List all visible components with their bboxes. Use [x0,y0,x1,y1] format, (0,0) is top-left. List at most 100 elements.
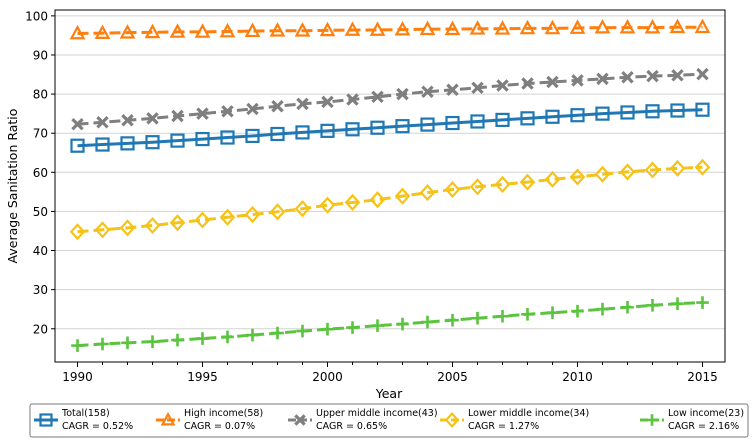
legend-cagr: CAGR = 1.27% [468,421,539,432]
data-point [444,180,461,199]
data-point [669,18,686,34]
data-point [621,71,634,84]
legend-label: Upper middle income(43) [316,408,438,419]
data-point [694,18,711,34]
data-point [71,117,84,131]
data-point [146,335,159,348]
data-point [71,339,84,352]
data-point [644,18,661,34]
data-point [521,77,534,90]
y-tick-label: 30 [33,283,48,297]
series-high-income [69,18,711,40]
data-point [296,324,309,338]
data-point [195,131,210,147]
data-point [69,223,86,241]
data-point [271,326,284,340]
y-tick-label: 40 [33,244,48,258]
data-point [295,125,310,140]
data-point [421,315,434,329]
data-point [444,20,461,36]
series-lower-middle-income [69,158,711,241]
data-point [271,99,284,113]
data-point [521,307,534,321]
legend-entry: Upper middle income(43) CAGR = 0.65% [288,408,438,432]
data-point [370,120,385,135]
data-point [594,165,611,183]
series-layer [69,18,711,352]
data-point [470,114,485,129]
y-tick-label: 100 [25,9,48,23]
legend-label: High income(58) [184,408,263,419]
data-point [619,163,636,181]
data-point [496,79,509,92]
legend-entry: Lower middle income(34) CAGR = 1.27% [440,408,589,432]
data-point [620,105,635,120]
data-point [194,23,211,38]
data-point [644,161,661,179]
data-point [345,122,360,137]
series-total [70,102,710,153]
data-point [269,203,286,221]
data-point [344,193,361,211]
legend-cagr: CAGR = 0.65% [316,421,387,432]
x-tick-label: 1995 [187,370,218,384]
data-point [544,19,561,35]
data-point [670,103,685,118]
data-point [694,158,711,176]
data-point [571,74,584,87]
data-point [96,116,109,129]
data-point [546,75,559,89]
data-point [219,22,236,38]
data-point [221,330,234,344]
data-point [394,20,411,36]
data-point [546,306,559,320]
axes: 20 30 40 50 60 70 80 90 100 1990 1995 2000 2005 2010 2… [25,9,718,384]
data-point [446,83,459,97]
data-point [344,21,361,36]
legend-marker [646,414,658,426]
data-point [394,187,411,205]
plot-area [54,9,726,363]
data-point [294,22,311,37]
data-point [269,22,286,37]
data-point [594,18,611,34]
data-point [519,173,536,191]
legend-label: Low income(23) [668,408,744,419]
data-point [619,18,636,34]
data-point [469,178,486,196]
data-point [646,69,659,83]
y-tick-label: 70 [33,127,48,141]
data-point [220,130,235,145]
data-point [469,20,486,35]
data-point [319,196,336,214]
y-tick-label: 20 [33,322,48,336]
x-tick-label: 2005 [437,370,468,384]
legend-entry: Total(158) CAGR = 0.52% [34,408,133,432]
series-line [77,72,703,126]
legend-frame [29,403,749,438]
data-point [270,126,285,142]
legend: Total(158) CAGR = 0.52% High income(58) CAG… [29,403,749,438]
legend-cagr: CAGR = 0.52% [62,421,133,432]
data-point [371,90,384,104]
data-point [621,300,634,314]
data-point [645,104,660,119]
data-point [596,302,609,316]
legend-label: Lower middle income(34) [468,408,589,419]
data-point [696,296,709,309]
y-tick-label: 50 [33,205,48,219]
data-point [171,109,184,123]
y-tick-label: 80 [33,88,48,102]
series-upper-middle-income [71,67,709,131]
data-point [196,332,209,345]
gridlines [55,15,725,330]
data-point [94,221,111,239]
data-point [95,137,110,152]
data-point [471,311,484,325]
data-point [320,123,335,138]
legend-marker [444,412,460,428]
legend-cagr: CAGR = 2.16% [668,421,739,432]
data-point [194,211,211,229]
series-line [77,165,703,234]
data-point [495,112,510,128]
